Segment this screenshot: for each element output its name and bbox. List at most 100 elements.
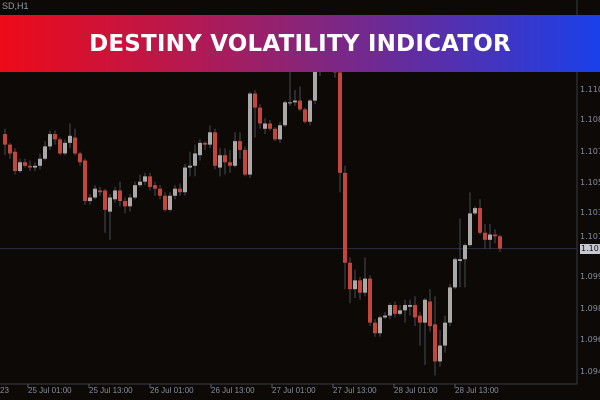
candle-body xyxy=(128,197,132,207)
candle-body xyxy=(108,197,112,212)
candle-body xyxy=(443,322,447,346)
candle-body xyxy=(168,195,172,210)
bull-candle xyxy=(488,223,492,249)
candle-body xyxy=(18,162,22,172)
bear-candle xyxy=(268,119,272,131)
price-tick-label: 1.103 xyxy=(580,208,600,218)
candle-body xyxy=(263,123,267,129)
bull-candle xyxy=(423,297,427,365)
bull-candle xyxy=(288,70,292,106)
candle-body xyxy=(58,139,62,154)
bull-candle xyxy=(183,164,187,196)
bull-candle xyxy=(293,90,297,106)
current-price-label: 1.101 xyxy=(580,243,600,254)
bear-candle xyxy=(13,148,17,175)
bull-candle xyxy=(108,193,112,240)
bear-candle xyxy=(153,181,157,196)
chart-frame xyxy=(0,0,578,385)
candle-body xyxy=(283,102,287,126)
bull-candle xyxy=(68,123,72,149)
candle-body xyxy=(143,176,147,182)
bear-candle xyxy=(368,275,372,327)
price-tick-label: 1.105 xyxy=(580,178,600,188)
candle-body xyxy=(343,172,347,263)
bear-candle xyxy=(483,223,487,249)
time-tick-label: 25 Jul 01:00 xyxy=(28,386,72,395)
candle-body xyxy=(313,70,317,101)
candle-body xyxy=(68,135,72,143)
candle-body xyxy=(303,109,307,122)
candle-body xyxy=(203,142,207,145)
bear-candle xyxy=(83,158,87,205)
bear-candle xyxy=(103,188,107,233)
candle-body xyxy=(258,107,262,124)
bear-candle xyxy=(418,312,422,346)
candle-body xyxy=(463,245,467,260)
bear-candle xyxy=(498,234,502,253)
candle-body xyxy=(393,305,397,314)
candle-body xyxy=(383,315,387,318)
bear-candle xyxy=(273,127,277,142)
bear-candle xyxy=(98,186,102,196)
bull-candle xyxy=(113,186,117,203)
candle-body xyxy=(468,213,472,246)
bear-candle xyxy=(163,192,167,212)
time-tick-label: 26 Jul 01:00 xyxy=(150,386,194,395)
bear-candle xyxy=(158,185,162,200)
bull-candle xyxy=(363,257,367,297)
bull-candle xyxy=(313,67,317,105)
candle-body xyxy=(353,280,357,290)
bull-candle xyxy=(403,299,407,323)
candle-body xyxy=(388,305,392,316)
chart-symbol-label: SD,H1 xyxy=(2,1,29,11)
candle-body xyxy=(243,149,247,175)
bear-candle xyxy=(228,149,232,173)
candle-body xyxy=(438,345,442,362)
candle-body xyxy=(268,123,272,129)
bull-candle xyxy=(438,329,442,367)
price-tick-label: 1.101 xyxy=(580,231,600,241)
candle-body xyxy=(218,155,222,168)
candles-layer xyxy=(3,21,502,376)
bear-candle xyxy=(258,104,262,129)
bear-candle xyxy=(303,107,307,124)
candle-body xyxy=(228,162,232,166)
time-tick-label: 28 Jul 13:00 xyxy=(455,386,499,395)
bear-candle xyxy=(343,165,347,290)
candle-body xyxy=(78,153,82,163)
candle-body xyxy=(288,102,292,104)
candle-body xyxy=(23,162,27,166)
candle-body xyxy=(348,262,352,290)
candle-body xyxy=(173,188,177,196)
bull-candle xyxy=(468,192,472,247)
candle-body xyxy=(398,310,402,314)
bear-candle xyxy=(28,160,32,172)
candle-body xyxy=(123,201,127,207)
candle-body xyxy=(28,165,32,168)
candle-body xyxy=(93,188,97,198)
price-tick-label: 1.108 xyxy=(580,114,600,124)
candle-body xyxy=(293,100,297,103)
bull-candle xyxy=(188,151,192,177)
candle-body xyxy=(198,142,202,156)
bear-candle xyxy=(428,289,432,332)
bear-candle xyxy=(358,276,362,300)
price-tick-label: 1.098 xyxy=(580,303,600,313)
candle-body xyxy=(193,153,197,166)
candle-body xyxy=(378,317,382,334)
time-tick-label: 28 Jul 01:00 xyxy=(394,386,438,395)
bull-candle xyxy=(173,185,177,200)
candle-body xyxy=(213,132,217,166)
candle-body xyxy=(13,151,17,172)
candle-body xyxy=(83,160,87,202)
bull-candle xyxy=(308,98,312,126)
bear-candle xyxy=(298,86,302,112)
bear-candle xyxy=(348,257,352,304)
candle-body xyxy=(133,185,137,198)
bull-candle xyxy=(43,141,47,161)
candle-body xyxy=(233,141,237,166)
candle-body xyxy=(423,299,427,323)
candle-body xyxy=(158,188,162,196)
candle-body xyxy=(278,125,282,140)
